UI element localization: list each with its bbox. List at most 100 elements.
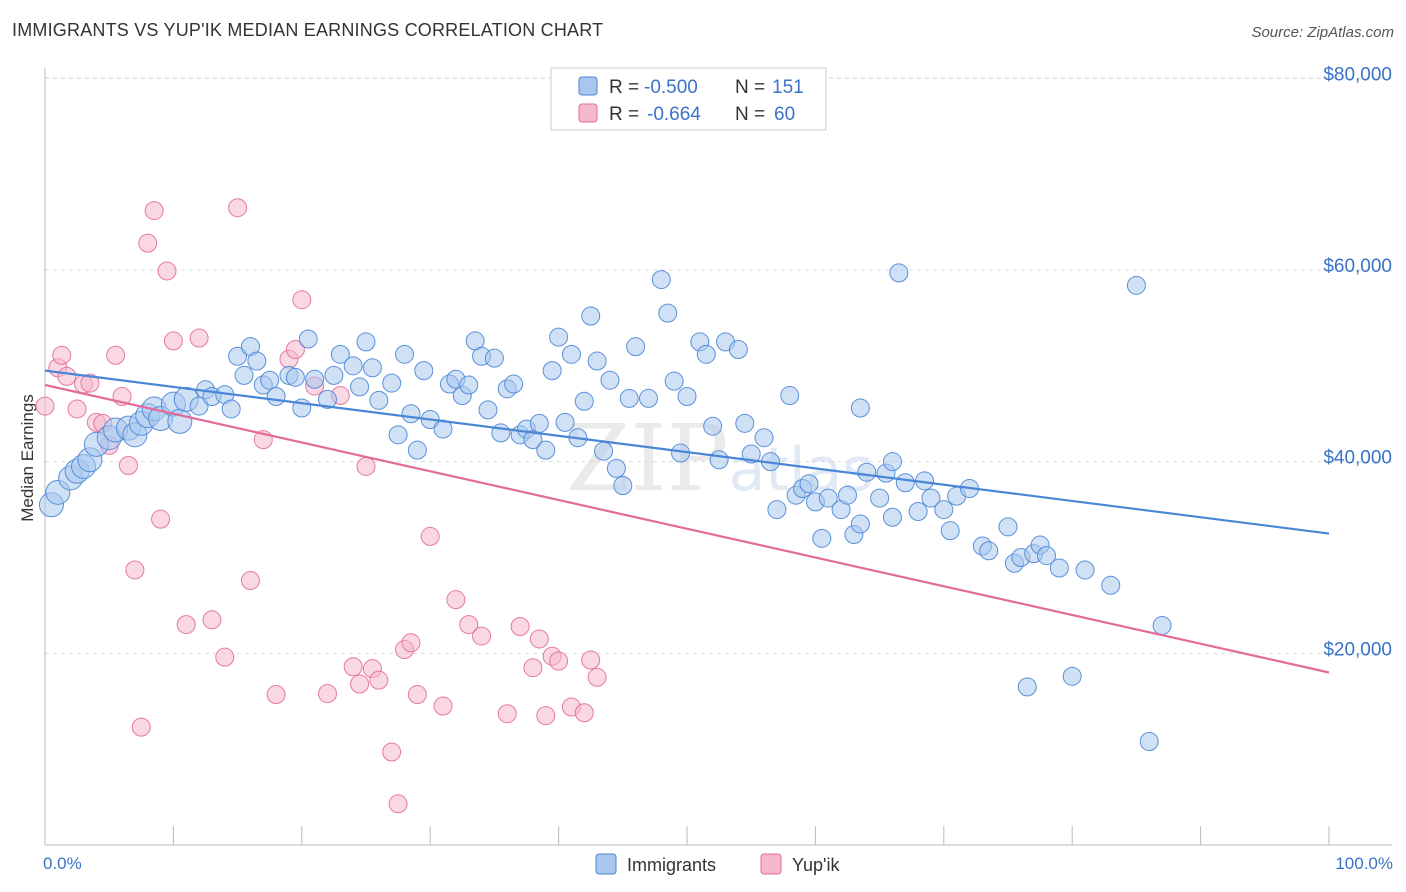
immigrants-point <box>587 351 607 371</box>
immigrants-point <box>1139 732 1159 751</box>
immigrants-point <box>696 344 716 364</box>
yupik-point <box>151 509 171 529</box>
immigrants-point <box>504 374 524 394</box>
yupik-point <box>388 794 408 814</box>
yupik-point <box>523 658 543 678</box>
immigrants-point <box>741 444 761 464</box>
yupik-point <box>401 633 421 653</box>
immigrants-point <box>677 387 697 406</box>
immigrants-point <box>382 373 402 393</box>
legend-swatch-immigrants <box>578 76 598 96</box>
yupik-point <box>433 696 453 716</box>
immigrants-point <box>234 365 254 385</box>
yupik-point <box>446 590 466 610</box>
yupik-point <box>529 629 549 649</box>
immigrants-point <box>626 337 646 357</box>
yupik-point <box>587 667 607 687</box>
yupik-point <box>176 615 196 635</box>
immigrants-point <box>979 541 999 561</box>
source-credit: Source: ZipAtlas.com <box>1251 24 1394 41</box>
immigrants-point <box>908 502 928 521</box>
immigrants-point <box>613 476 633 496</box>
immigrants-point <box>728 340 748 360</box>
immigrants-point <box>857 462 877 482</box>
immigrants-point <box>478 400 498 420</box>
n-label-immigrants: N = <box>735 77 765 98</box>
immigrants-point <box>594 441 614 461</box>
immigrants-point <box>882 507 902 527</box>
yupik-point <box>157 261 177 281</box>
legend-swatch-yupik <box>578 103 598 123</box>
yupik-point <box>292 290 312 310</box>
x-tick-label-max: 100.0% <box>1335 854 1393 873</box>
immigrants-point <box>574 391 594 411</box>
immigrants-point <box>850 398 870 418</box>
immigrants-point <box>767 500 787 520</box>
immigrants-point <box>414 361 434 381</box>
immigrants-point <box>407 440 427 460</box>
immigrants-point <box>606 458 626 478</box>
immigrants-point <box>838 485 857 505</box>
immigrants-point <box>895 473 915 493</box>
immigrants-point <box>709 450 729 470</box>
n-value-yupik: 60 <box>774 104 795 125</box>
x-tick-marks <box>44 826 1330 845</box>
immigrants-point <box>1152 616 1172 636</box>
immigrants-point <box>1075 560 1095 580</box>
y-tick-label: $20,000 <box>1323 639 1392 660</box>
immigrants-point <box>940 521 960 541</box>
yupik-point <box>138 233 158 253</box>
immigrants-point <box>388 425 408 445</box>
yupik-point <box>215 647 235 667</box>
yupik-point <box>581 650 601 670</box>
immigrants-point <box>581 306 601 326</box>
yupik-point <box>57 366 77 386</box>
immigrants-point <box>561 344 581 364</box>
y-tick-label: $60,000 <box>1323 256 1392 277</box>
series-legend: Immigrants Yup'ik <box>595 853 840 875</box>
n-value-immigrants: 151 <box>772 77 804 98</box>
immigrants-point <box>221 399 241 419</box>
immigrants-point <box>324 365 344 385</box>
r-value-yupik: -0.664 <box>647 104 701 125</box>
immigrants-point <box>343 356 363 376</box>
yupik-point <box>369 670 389 690</box>
yupik-points <box>35 198 607 814</box>
immigrants-point <box>1062 666 1082 686</box>
series-legend-swatch-yupik <box>760 853 782 875</box>
yupik-point <box>343 657 363 677</box>
immigrants-point <box>703 416 723 436</box>
immigrants-point <box>735 413 755 433</box>
immigrants-point <box>882 452 902 472</box>
r-label-immigrants: R = <box>609 77 639 98</box>
yupik-point <box>202 610 222 630</box>
series-legend-label-yupik: Yup'ik <box>792 855 840 875</box>
immigrants-point <box>260 370 280 390</box>
yupik-point <box>407 685 427 705</box>
watermark-zip: ZIP <box>566 405 728 512</box>
immigrants-point <box>330 344 350 364</box>
immigrants-point <box>350 377 370 397</box>
immigrants-point <box>1049 558 1069 578</box>
immigrants-point <box>998 517 1018 537</box>
immigrants-points <box>38 263 1172 751</box>
yupik-point <box>510 617 530 636</box>
immigrants-point <box>362 358 382 378</box>
immigrants-point <box>484 348 504 368</box>
immigrants-point <box>664 371 684 391</box>
yupik-point <box>131 717 151 737</box>
immigrants-point <box>369 390 389 410</box>
immigrants-point <box>228 346 248 366</box>
yupik-point <box>356 456 376 476</box>
stats-legend: R = -0.500 N = 151 R = -0.664 N = 60 <box>550 67 827 131</box>
immigrants-point <box>555 412 575 432</box>
immigrants-point <box>549 327 569 347</box>
immigrants-point <box>298 329 318 349</box>
yupik-point <box>80 373 100 393</box>
yupik-point <box>52 345 72 365</box>
immigrants-point <box>401 404 421 424</box>
immigrants-point <box>317 389 337 409</box>
immigrants-point <box>818 488 838 508</box>
y-tick-label: $40,000 <box>1323 448 1392 469</box>
